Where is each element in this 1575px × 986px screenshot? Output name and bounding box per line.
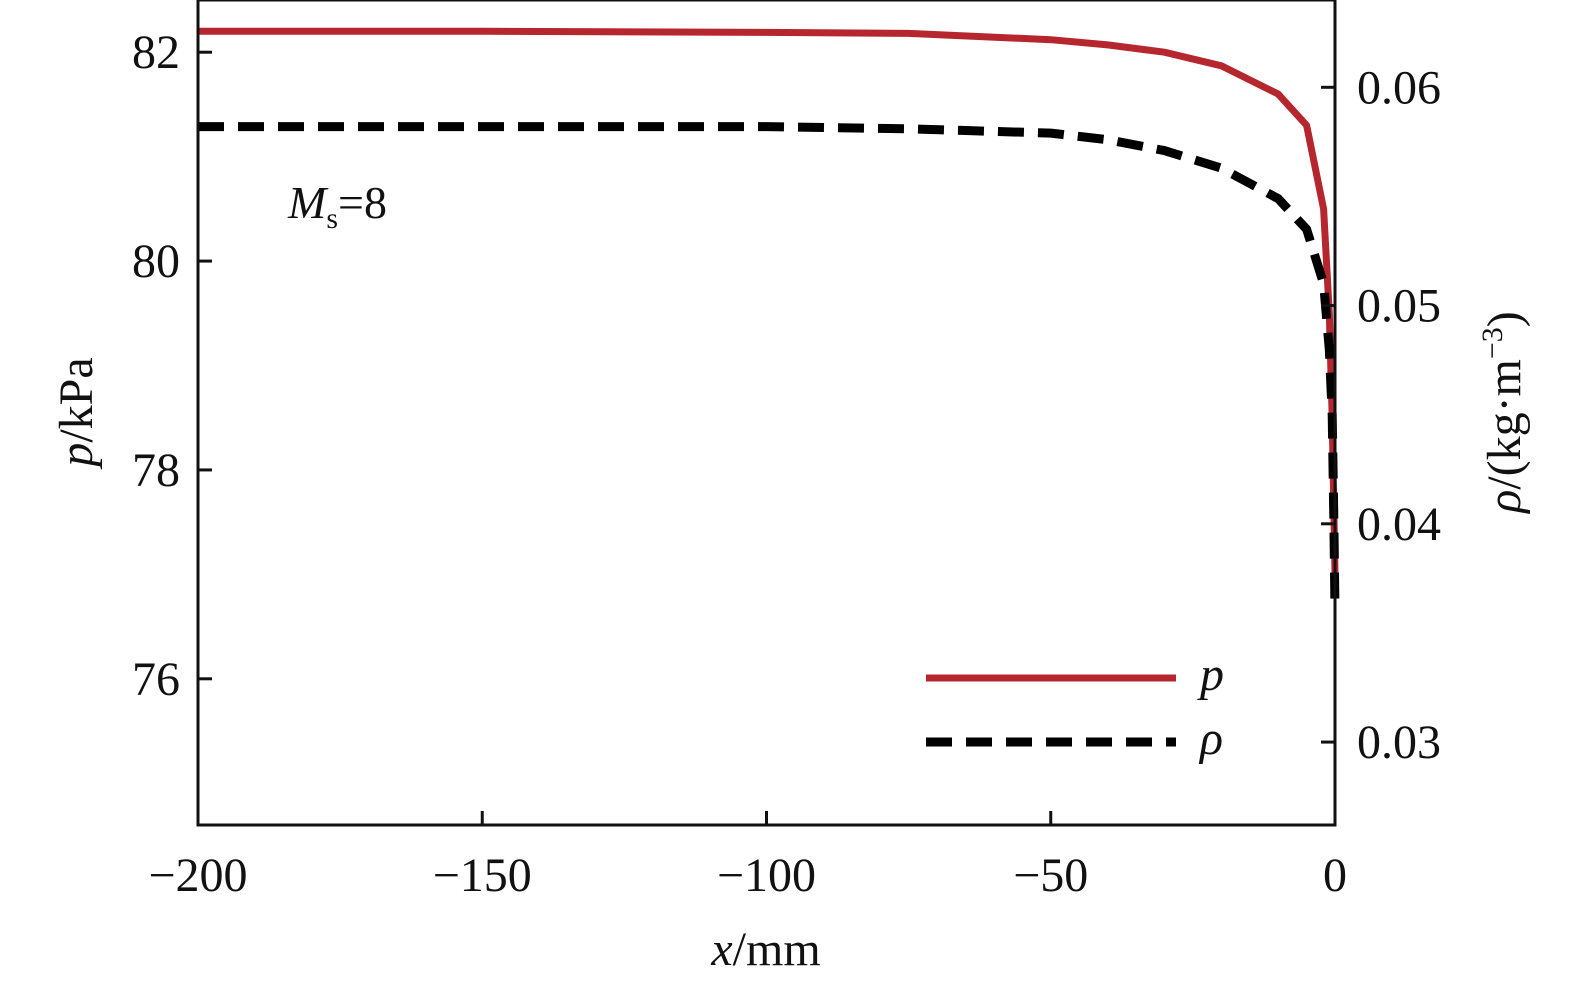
x-ticks: −200 −150 −100 −50 0 bbox=[148, 811, 1347, 902]
y-tick-label-right: 0.04 bbox=[1357, 498, 1441, 551]
y-tick-label-left: 80 bbox=[132, 235, 180, 288]
series-layer bbox=[198, 27, 1340, 612]
y-ticks-right: 0.03 0.04 0.05 0.06 bbox=[1321, 61, 1441, 769]
y-tick-label-right: 0.05 bbox=[1357, 280, 1441, 333]
y-axis-title-left: p/kPa bbox=[50, 357, 103, 469]
x-tick-label: 0 bbox=[1323, 849, 1347, 902]
series-line-p bbox=[198, 27, 1339, 575]
x-axis-title: x/mm bbox=[710, 923, 820, 976]
series-line-rho bbox=[198, 122, 1340, 612]
legend-label-p: p bbox=[1197, 648, 1224, 701]
x-tick-label: −100 bbox=[717, 849, 816, 902]
y-tick-label-right: 0.03 bbox=[1357, 716, 1441, 769]
x-tick-label: −50 bbox=[1013, 849, 1088, 902]
y-tick-label-right: 0.06 bbox=[1357, 61, 1441, 114]
y-axis-title-right: ρ/(kg·m−3) bbox=[1476, 311, 1531, 515]
mach-annotation: Ms=8 bbox=[287, 177, 387, 235]
legend: p ρ bbox=[926, 648, 1224, 765]
x-tick-label: −150 bbox=[433, 849, 532, 902]
y-tick-label-left: 76 bbox=[132, 653, 180, 706]
y-tick-label-left: 82 bbox=[132, 26, 180, 79]
legend-label-rho: ρ bbox=[1198, 712, 1223, 765]
y-tick-label-left: 78 bbox=[132, 444, 180, 497]
y-ticks-left: 76 78 80 82 bbox=[132, 26, 212, 706]
x-tick-label: −200 bbox=[148, 849, 247, 902]
